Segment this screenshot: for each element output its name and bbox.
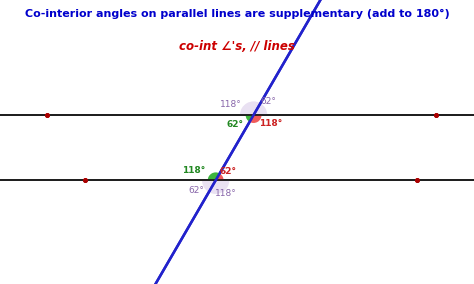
- Text: 62°: 62°: [188, 186, 204, 195]
- Text: 118°: 118°: [215, 189, 237, 198]
- Text: 118°: 118°: [258, 119, 282, 128]
- Text: 62°: 62°: [220, 167, 237, 176]
- Wedge shape: [254, 103, 267, 115]
- Text: 62°: 62°: [227, 120, 244, 129]
- Wedge shape: [246, 115, 254, 122]
- Text: Co-interior angles on parallel lines are supplementary (add to 180°): Co-interior angles on parallel lines are…: [25, 9, 449, 18]
- Wedge shape: [240, 101, 260, 115]
- Text: co-int ∠'s, // lines: co-int ∠'s, // lines: [179, 40, 295, 53]
- Wedge shape: [202, 180, 216, 192]
- Wedge shape: [250, 115, 262, 123]
- Text: 118°: 118°: [182, 166, 206, 176]
- Wedge shape: [209, 180, 229, 194]
- Text: 118°: 118°: [220, 100, 242, 109]
- Wedge shape: [208, 172, 219, 180]
- Wedge shape: [216, 174, 224, 180]
- Text: 62°: 62°: [261, 97, 277, 106]
